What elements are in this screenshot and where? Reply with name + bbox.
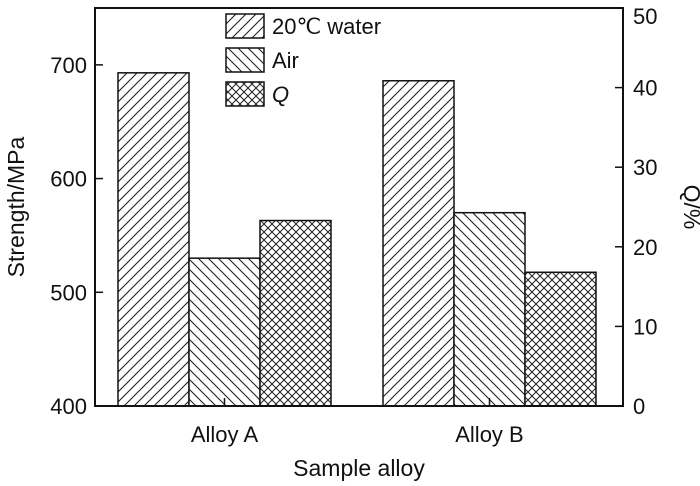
y2-tick-label: 50	[633, 4, 657, 29]
y-tick-label: 700	[50, 53, 87, 78]
y2-tick-label: 30	[633, 155, 657, 180]
bar-alloy-a-1	[188, 257, 261, 407]
bar-alloy-a-0	[117, 72, 190, 407]
y2-tick-label: 0	[633, 394, 645, 419]
y2-axis-title: Q/%	[679, 185, 700, 230]
x-tick-label: Alloy B	[455, 422, 523, 447]
y-tick-label: 600	[50, 167, 87, 192]
bar-alloy-b-1	[453, 211, 526, 407]
y-axis-title: Strength/MPa	[3, 136, 29, 277]
plot-frame	[94, 7, 624, 407]
y2-tick-label: 20	[633, 235, 657, 260]
bar-alloy-a-2	[259, 219, 332, 407]
y2-tick-label: 40	[633, 76, 657, 101]
bar-alloy-b-0	[382, 80, 455, 407]
y-tick-label: 500	[50, 280, 87, 305]
bars	[117, 72, 597, 407]
y2-tick-label: 10	[633, 314, 657, 339]
legend-label: Q	[272, 82, 289, 107]
legend-swatch	[225, 13, 265, 39]
y-tick-label: 400	[50, 394, 87, 419]
axis-ticks: 400 500 600 700 0 10 20 30 40 50 Alloy A Alloy B	[50, 4, 657, 447]
legend-swatch	[225, 81, 265, 107]
legend-swatch	[225, 47, 265, 73]
x-tick-label: Alloy A	[191, 422, 259, 447]
bar-alloy-b-2	[524, 271, 597, 407]
x-axis-title: Sample alloy	[293, 455, 425, 481]
legend: 20℃ water Air Q	[225, 13, 381, 107]
legend-label: Air	[272, 48, 299, 73]
legend-label: 20℃ water	[272, 14, 381, 39]
